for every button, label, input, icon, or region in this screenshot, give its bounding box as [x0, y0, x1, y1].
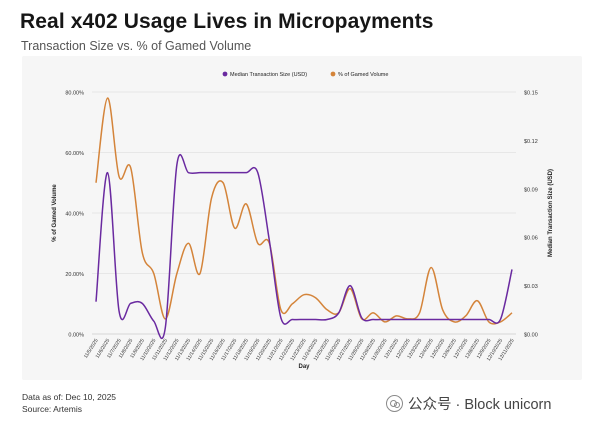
chart-title: Real x402 Usage Lives in Micropayments: [20, 10, 434, 33]
left-tick-label: 40.00%: [65, 212, 84, 218]
chart-panel: 0.00% 20.00% 40.00% 60.00% 80.00% $0.00 $0.03 $…: [22, 56, 582, 380]
legend-label: Median Transaction Size (USD): [230, 72, 307, 78]
data-as-of: Data as of: Dec 10, 2025: [22, 392, 117, 402]
series-line-median-size: [95, 154, 513, 339]
x-axis-title: Day: [298, 364, 310, 370]
chart-subtitle: Transaction Size vs. % of Gamed Volume: [21, 39, 252, 53]
left-tick-label: 20.00%: [65, 272, 84, 278]
left-tick-label: 0.00%: [68, 333, 84, 339]
right-tick-label: $0.15: [524, 91, 538, 97]
watermark: 公众号 · Block unicorn: [386, 393, 551, 414]
right-tick-label: $0.03: [524, 284, 538, 290]
source-note: Source: Artemis: [22, 404, 82, 414]
legend-marker: [222, 71, 228, 77]
right-tick-label: $0.12: [524, 139, 538, 145]
right-tick-label: $0.00: [524, 333, 538, 339]
wechat-icon: [386, 395, 403, 412]
series-line-gamed-volume: [95, 97, 513, 325]
legend-marker: [330, 71, 336, 77]
right-tick-label: $0.06: [524, 236, 538, 242]
left-axis-title: % of Gamed Volume: [52, 184, 58, 242]
legend-label: % of Gamed Volume: [338, 72, 388, 78]
chart: 0.00% 20.00% 40.00% 60.00% 80.00% $0.00 $0.03 $…: [52, 71, 554, 370]
right-tick-label: $0.09: [524, 187, 538, 193]
right-axis-title: Median Transaction Size (USD): [548, 169, 554, 257]
left-tick-label: 60.00%: [65, 151, 84, 157]
left-tick-label: 80.00%: [65, 91, 84, 97]
watermark-text: 公众号 · Block unicorn: [408, 397, 552, 413]
